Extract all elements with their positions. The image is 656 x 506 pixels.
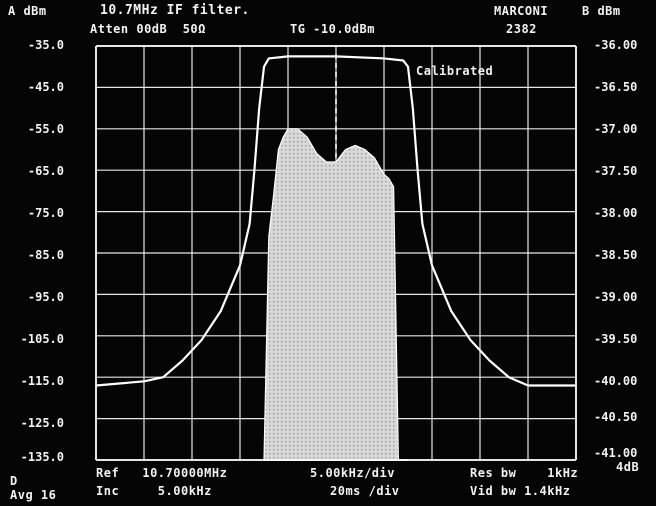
right-axis-unit: B dBm (582, 4, 621, 18)
right-tick-label: -36.00 (594, 38, 638, 52)
frequency-span: 5.00kHz/div (310, 466, 395, 480)
brand-label: MARCONI (494, 4, 549, 18)
right-tick-label: -41.00 (594, 446, 638, 460)
right-tick-label: -39.00 (594, 290, 638, 304)
calibrated-label: Calibrated (416, 64, 494, 78)
model-number: 2382 (506, 22, 537, 36)
left-tick-label: -55.0 (27, 122, 64, 136)
left-tick-label: -95.0 (27, 290, 64, 304)
left-tick-label: -45.0 (27, 80, 64, 94)
average-count: Avg 16 (10, 488, 57, 502)
video-bandwidth: Vid bw 1.4kHz (470, 484, 571, 498)
sweep-time: 20ms /div (330, 484, 400, 498)
left-tick-label: -75.0 (27, 206, 64, 220)
right-tick-label: -37.50 (594, 164, 638, 178)
right-tick-label: -40.00 (594, 374, 638, 388)
right-tick-label: -39.50 (594, 332, 638, 346)
left-tick-label: -115.0 (20, 374, 64, 388)
db-per-division: 4dB (616, 460, 640, 474)
tracking-generator-label: TG -10.0dBm (290, 22, 375, 36)
series-b-area (263, 128, 408, 461)
left-tick-label: -35.0 (27, 38, 64, 52)
reference-frequency: Ref 10.70000MHz (96, 466, 228, 480)
increment-label: Inc 5.00kHz (96, 484, 212, 498)
series-b-filled-trace (263, 128, 408, 461)
left-tick-label: -135.0 (20, 450, 64, 464)
resolution-bandwidth: Res bw 1kHz (470, 466, 579, 480)
right-tick-label: -38.50 (594, 248, 638, 262)
right-tick-label: -40.50 (594, 410, 638, 424)
attenuation-label: Atten 00dB 50Ω (90, 22, 206, 36)
d-label: D (10, 474, 18, 488)
right-tick-label: -37.00 (594, 122, 638, 136)
chart-title: 10.7MHz IF filter. (100, 3, 250, 18)
left-tick-label: -65.0 (27, 164, 64, 178)
left-tick-label: -85.0 (27, 248, 64, 262)
right-tick-label: -38.00 (594, 206, 638, 220)
left-tick-label: -125.0 (20, 416, 64, 430)
left-tick-label: -105.0 (20, 332, 64, 346)
left-axis-unit: A dBm (8, 4, 47, 18)
right-tick-label: -36.50 (594, 80, 638, 94)
